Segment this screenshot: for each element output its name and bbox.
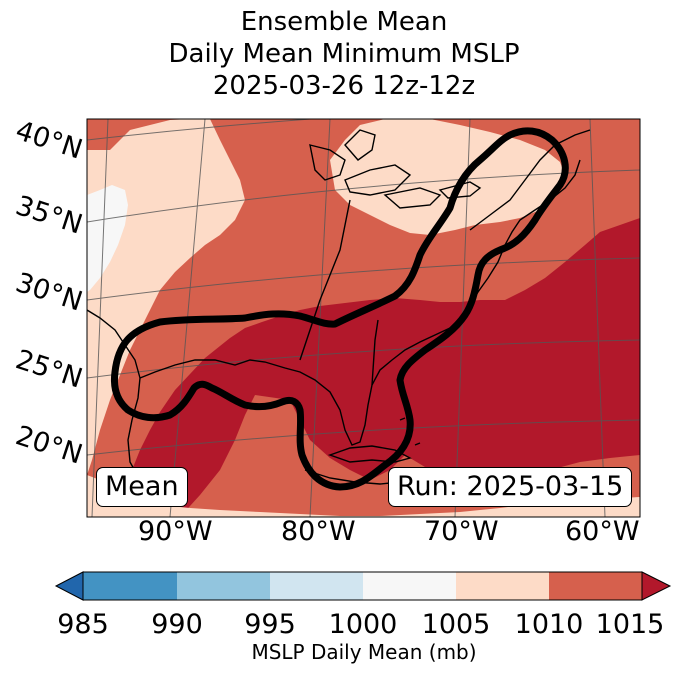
colorbar-tick-985: 985	[57, 609, 109, 640]
colorbar-frame	[82, 571, 643, 601]
pressure-contour	[110, 127, 569, 491]
colorbar-swatch-1000-1005	[363, 572, 456, 600]
lat-label-40: 40°N	[12, 115, 86, 166]
lat-label-25: 25°N	[12, 344, 86, 395]
coastlines	[87, 129, 591, 501]
colorbar-swatch-1005-1010	[456, 572, 549, 600]
colorbar-swatch-995-1000	[270, 572, 363, 600]
pressure-fill-1005-1010-ne	[330, 119, 565, 235]
title-line-1: Ensemble Mean	[240, 7, 448, 37]
lon-label-70w: 70°W	[424, 516, 499, 547]
colorbar-under-arrow	[54, 571, 84, 601]
colorbar-tick-995: 995	[244, 609, 296, 640]
run-date-box: Run: 2025-03-15	[388, 467, 633, 507]
mean-box: Mean	[96, 467, 188, 507]
colorbar: 985 990 995 1000 1005 1010 1015	[54, 571, 672, 640]
lon-label-80w: 80°W	[281, 516, 356, 547]
colorbar-tick-1000: 1000	[329, 609, 398, 640]
colorbar-label: MSLP Daily Mean (mb)	[251, 640, 477, 664]
colorbar-swatch-990-995	[177, 572, 270, 600]
colorbar-swatch-985-990	[83, 572, 177, 600]
title-line-3: 2025-03-26 12z-12z	[212, 71, 476, 101]
map-frame	[86, 118, 641, 518]
colorbar-tick-1010: 1010	[515, 609, 584, 640]
colorbar-tick-990: 990	[151, 609, 203, 640]
pressure-fill-lt-1000	[87, 185, 128, 292]
map-panel	[87, 119, 640, 517]
lon-label-60w: 60°W	[565, 516, 640, 547]
lon-label-90w: 90°W	[138, 516, 213, 547]
colorbar-over-arrow	[641, 571, 672, 601]
lat-label-20: 20°N	[12, 420, 86, 471]
colorbar-tick-1015: 1015	[596, 609, 665, 640]
pressure-fill-1005-1010-south	[87, 475, 640, 517]
lat-label-35: 35°N	[12, 190, 86, 241]
lat-label-30: 30°N	[12, 267, 86, 318]
colorbar-tick-1005: 1005	[422, 609, 491, 640]
colorbar-swatch-1010-1015	[549, 572, 642, 600]
title-line-2: Daily Mean Minimum MSLP	[168, 39, 520, 69]
